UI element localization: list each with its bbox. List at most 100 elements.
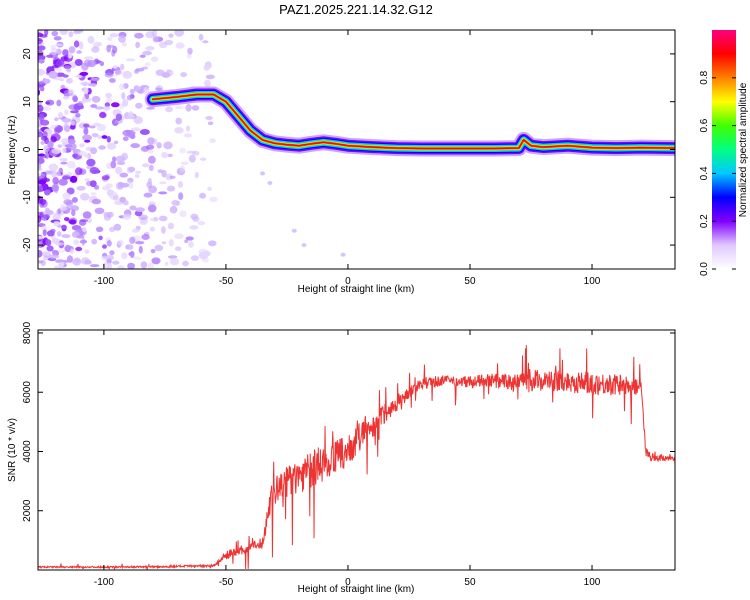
noise-blob bbox=[169, 205, 178, 214]
noise-blob bbox=[98, 145, 106, 150]
x-tick-label: 100 bbox=[584, 577, 601, 588]
noise-blob bbox=[149, 138, 158, 145]
spectrogram-y-ticks: -20 -10 0 10 20 bbox=[22, 48, 675, 252]
noise-blob bbox=[83, 59, 92, 67]
noise-blob bbox=[38, 59, 45, 64]
noise-blob bbox=[66, 67, 71, 73]
noise-blob bbox=[61, 138, 70, 145]
x-tick-label: 50 bbox=[464, 276, 476, 287]
noise-blob bbox=[122, 200, 129, 206]
noise-blob bbox=[192, 216, 200, 223]
noise-blob bbox=[42, 131, 48, 139]
noise-blob bbox=[70, 120, 76, 126]
noise-blob bbox=[38, 68, 46, 76]
noise-blob bbox=[207, 121, 214, 126]
noise-blob bbox=[89, 167, 100, 174]
noise-blob bbox=[106, 258, 112, 264]
noise-blob bbox=[106, 97, 113, 103]
noise-blob bbox=[150, 56, 159, 62]
noise-blob bbox=[133, 116, 143, 124]
noise-blob bbox=[186, 150, 196, 154]
y-tick-label: 0 bbox=[22, 146, 33, 152]
noise-blob bbox=[66, 255, 74, 263]
noise-blob bbox=[139, 54, 146, 58]
noise-blob bbox=[185, 125, 191, 132]
noise-blob bbox=[46, 230, 55, 237]
noise-blob bbox=[134, 32, 144, 39]
noise-blob bbox=[62, 147, 67, 154]
noise-blob bbox=[46, 245, 54, 252]
noise-blob bbox=[134, 174, 140, 178]
noise-blob bbox=[190, 255, 199, 261]
noise-blob bbox=[102, 244, 107, 249]
noise-blob bbox=[48, 163, 59, 171]
noise-blob bbox=[38, 179, 47, 185]
noise-blob bbox=[62, 192, 71, 201]
noise-blob bbox=[68, 46, 76, 54]
noise-blob bbox=[64, 144, 73, 148]
noise-blob bbox=[64, 217, 70, 222]
noise-blob bbox=[174, 246, 182, 251]
x-tick-label: 100 bbox=[584, 276, 601, 287]
ridge-layer-7 bbox=[152, 93, 675, 150]
noise-blob bbox=[301, 243, 307, 248]
noise-blob bbox=[119, 172, 129, 178]
noise-blob bbox=[179, 147, 186, 154]
noise-blob bbox=[182, 260, 189, 267]
noise-blob bbox=[139, 129, 150, 135]
snr-y-axis-label: SNR (10 * v/v) bbox=[7, 418, 18, 482]
noise-blob bbox=[83, 87, 89, 95]
noise-blob bbox=[58, 178, 68, 186]
noise-blob bbox=[38, 173, 46, 179]
noise-blob bbox=[79, 143, 85, 148]
noise-blob bbox=[38, 30, 44, 33]
noise-blob bbox=[50, 47, 58, 55]
noise-blob bbox=[146, 106, 155, 110]
noise-blob bbox=[161, 72, 171, 78]
noise-blob bbox=[158, 215, 168, 222]
noise-blob bbox=[180, 161, 189, 165]
noise-blob bbox=[198, 33, 204, 41]
noise-blob bbox=[68, 219, 77, 225]
noise-blob bbox=[129, 250, 135, 259]
colorbar-tick-label: 0.0 bbox=[699, 262, 710, 276]
noise-blob bbox=[54, 117, 59, 122]
noise-blob bbox=[85, 146, 93, 151]
noise-blob bbox=[38, 114, 45, 122]
noise-blob bbox=[79, 71, 89, 76]
noise-blob bbox=[168, 33, 174, 38]
noise-blob bbox=[90, 104, 98, 108]
noise-blob bbox=[109, 78, 116, 83]
noise-blob bbox=[49, 149, 58, 157]
noise-blob bbox=[107, 44, 115, 48]
noise-blob bbox=[177, 181, 184, 188]
noise-blob bbox=[131, 228, 140, 233]
noise-blob bbox=[126, 94, 133, 101]
noise-blob bbox=[75, 246, 83, 252]
spectrogram-x-axis-label: Height of straight line (km) bbox=[298, 284, 415, 295]
noise-blob bbox=[97, 135, 103, 140]
noise-blob bbox=[63, 199, 74, 205]
noise-blob bbox=[201, 250, 211, 257]
noise-blob bbox=[71, 197, 78, 203]
noise-blob bbox=[38, 249, 43, 258]
noise-blob bbox=[122, 213, 132, 220]
colorbar-tick-label: 0.8 bbox=[699, 70, 710, 84]
noise-blob bbox=[38, 131, 44, 138]
noise-blob bbox=[96, 41, 103, 47]
noise-blob bbox=[175, 42, 185, 49]
noise-blob bbox=[115, 182, 124, 190]
noise-blob bbox=[163, 141, 173, 150]
noise-blob bbox=[107, 262, 112, 269]
noise-blob bbox=[94, 207, 105, 214]
noise-blob bbox=[208, 240, 217, 247]
noise-blob bbox=[61, 224, 67, 230]
noise-blob bbox=[116, 161, 126, 166]
y-tick-label: 4000 bbox=[22, 440, 33, 463]
noise-blob bbox=[58, 112, 63, 119]
noise-blob bbox=[49, 254, 60, 259]
noise-blob bbox=[55, 43, 63, 47]
noise-blob bbox=[125, 244, 134, 250]
noise-blob bbox=[138, 245, 143, 254]
